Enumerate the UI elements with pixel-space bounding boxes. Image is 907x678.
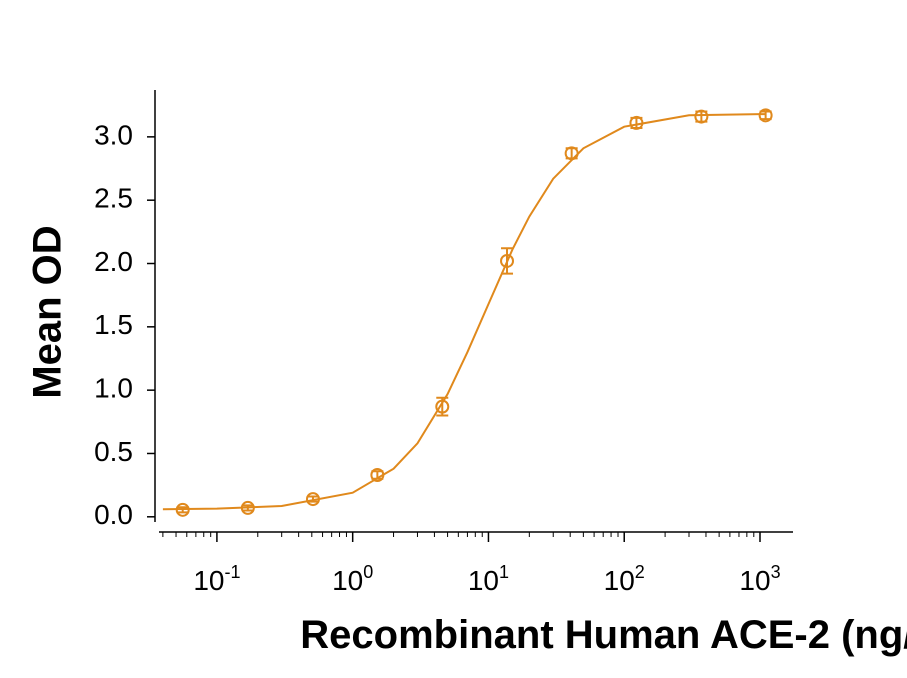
x-tick-base: 10 <box>193 565 224 596</box>
error-bar <box>759 110 772 121</box>
x-tick-label: 103 <box>739 562 780 596</box>
fit-curve <box>162 113 766 511</box>
x-tick-base: 10 <box>739 565 770 596</box>
data-point <box>629 115 644 130</box>
error-bar <box>241 504 254 512</box>
x-tick-exponent: 0 <box>363 562 373 582</box>
y-tick-label: 1.0 <box>94 373 133 404</box>
x-tick-exponent: 3 <box>771 562 781 582</box>
y-tick-label: 2.0 <box>94 246 133 277</box>
data-point <box>240 500 255 515</box>
data-point <box>564 146 579 161</box>
x-axis-label: Recombinant Human ACE-2 (ng/mL) <box>300 613 907 657</box>
y-tick-label: 0.5 <box>94 436 133 467</box>
data-point <box>175 502 190 517</box>
data-point <box>500 253 515 268</box>
data-point <box>435 399 450 414</box>
x-tick-label: 101 <box>468 562 509 596</box>
data-point <box>305 492 320 507</box>
y-axis-label: Mean OD <box>26 225 70 398</box>
x-tick-label: 10-1 <box>193 562 240 596</box>
x-tick-label: 102 <box>604 562 645 596</box>
x-tick-exponent: 1 <box>499 562 509 582</box>
error-bar <box>501 247 514 275</box>
y-tick-label: 1.5 <box>94 309 133 340</box>
data-point <box>370 468 385 483</box>
y-tick-label: 0.0 <box>94 499 133 530</box>
x-tick-base: 10 <box>604 565 635 596</box>
x-tick-base: 10 <box>332 565 363 596</box>
error-bar <box>176 506 189 514</box>
x-tick-exponent: 2 <box>635 562 645 582</box>
y-tick-label: 2.5 <box>94 183 133 214</box>
x-tick-label: 100 <box>332 562 373 596</box>
x-tick-exponent: -1 <box>224 562 240 582</box>
error-bar <box>306 495 319 503</box>
x-tick-base: 10 <box>468 565 499 596</box>
y-tick-label: 3.0 <box>94 119 133 150</box>
data-point <box>758 108 773 123</box>
data-point <box>694 109 709 124</box>
